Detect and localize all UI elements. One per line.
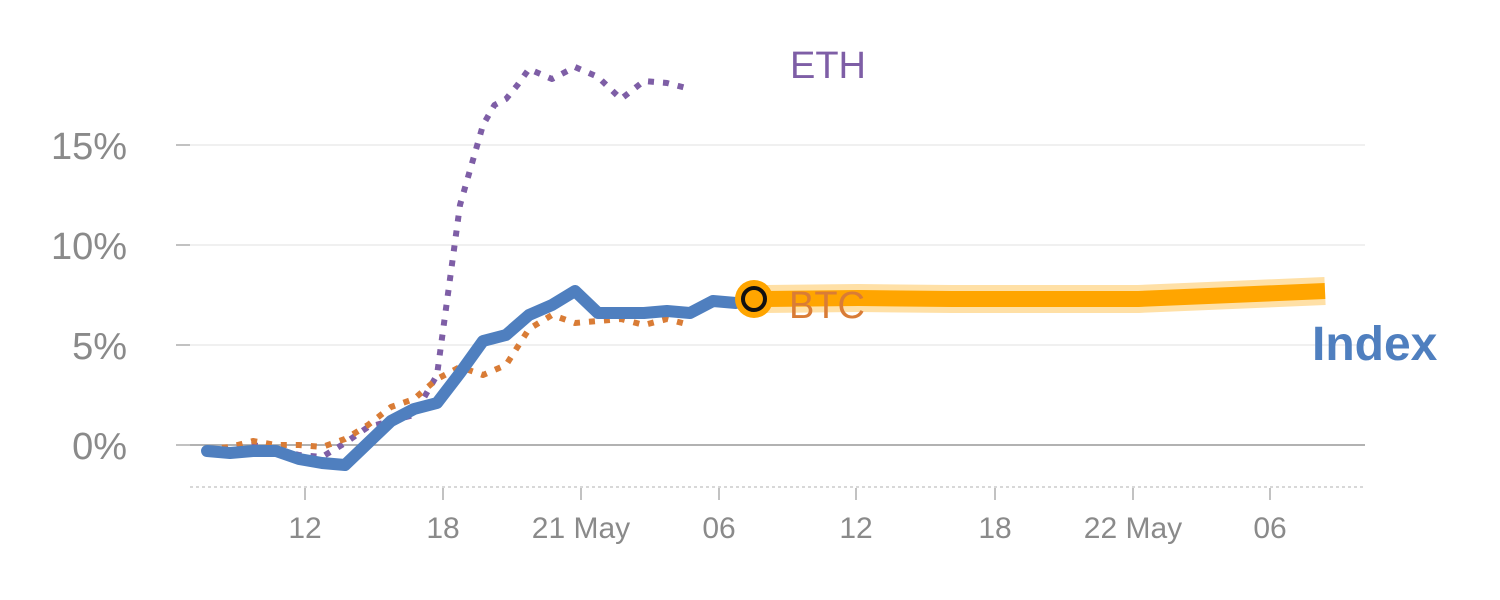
endpoint-marker [741, 286, 767, 312]
y-tick-label: 0% [72, 426, 127, 468]
series-layer [201, 64, 1326, 471]
marker-layer [735, 280, 773, 318]
x-tick-label: 06 [1253, 512, 1286, 545]
x-tick-label: 12 [288, 512, 321, 545]
index-label: Index [1312, 318, 1438, 371]
x-tick-label: 21 May [532, 512, 630, 545]
x-tick-label: 12 [839, 512, 872, 545]
projection-line [764, 283, 1326, 307]
grid-layer [176, 144, 1365, 446]
y-tick-label: 15% [51, 126, 127, 168]
label-layer: ETH BTC Index [789, 45, 1438, 371]
eth-label: ETH [790, 45, 866, 87]
axis-layer: 0% 5% 10% 15% 12 18 21 May 06 12 18 22 May 06 [51, 126, 1365, 545]
y-tick-label: 5% [72, 326, 127, 368]
x-tick-label: 18 [978, 512, 1011, 545]
x-tick-label: 18 [426, 512, 459, 545]
series-line-eth [207, 64, 691, 460]
btc-label: BTC [789, 285, 865, 327]
series-line-index [201, 285, 742, 471]
x-tick-label: 22 May [1084, 512, 1182, 545]
series-line-btc [206, 312, 691, 452]
x-tick-label: 06 [702, 512, 735, 545]
y-tick-label: 10% [51, 226, 127, 268]
